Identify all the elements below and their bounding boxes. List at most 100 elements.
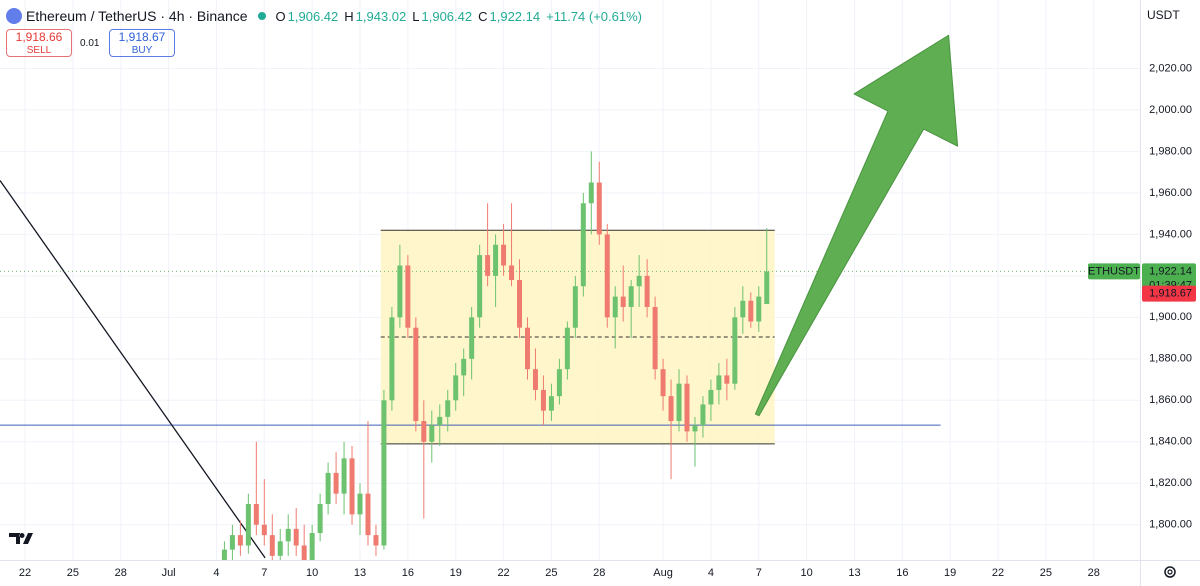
status-dot — [257, 12, 266, 20]
sell-price: 1,918.66 — [15, 30, 63, 44]
y-tick-label: 1,980.00 — [1149, 145, 1192, 157]
symbol: Ethereum / TetherUS · 4h · Binance — [26, 8, 248, 24]
x-tick-label: Aug — [653, 567, 673, 579]
candle-body — [652, 306, 658, 370]
candle-body — [724, 375, 730, 384]
x-tick-label: 10 — [801, 567, 813, 579]
ohlc-value: 1,906.42 — [421, 8, 473, 24]
ohlc-value: 1,922.14 — [489, 8, 541, 24]
coin-icon — [6, 8, 22, 24]
candle-body — [301, 545, 307, 560]
candle-body — [509, 265, 515, 280]
candle-body — [221, 549, 227, 560]
x-tick-label: 7 — [756, 567, 762, 579]
candle-body — [493, 244, 499, 276]
candle-body — [325, 472, 331, 504]
x-tick-label: 25 — [545, 567, 557, 579]
candle-body — [501, 244, 507, 266]
ohlc-key: O — [275, 8, 286, 24]
x-tick-label: 22 — [19, 567, 31, 579]
candle-body — [285, 528, 291, 542]
y-tick-label: 1,960.00 — [1149, 187, 1192, 199]
candle-body — [676, 383, 682, 422]
x-tick-label: 28 — [593, 567, 605, 579]
buy-button[interactable]: 1,918.67 BUY — [109, 29, 175, 57]
candle-body — [277, 541, 283, 556]
candle-body — [684, 383, 690, 432]
y-tick-label: 1,860.00 — [1149, 394, 1192, 406]
symbol-tag — [1088, 263, 1140, 280]
buy-label: BUY — [131, 45, 153, 56]
x-tick-label: 13 — [848, 567, 860, 579]
plot-area — [0, 34, 1140, 560]
x-tick-label: 28 — [1088, 567, 1100, 579]
settings-icon[interactable] — [1164, 566, 1176, 578]
candle-body — [405, 265, 411, 328]
candle-body — [413, 327, 419, 422]
candle-body — [469, 317, 475, 359]
x-tick-label: 16 — [896, 567, 908, 579]
candle-body — [556, 369, 562, 397]
candle-body — [269, 535, 275, 556]
header: Ethereum / TetherUS · 4h · Binance O 1,90… — [6, 6, 642, 26]
sell-button[interactable]: 1,918.66 SELL — [6, 29, 72, 57]
candle-body — [668, 396, 674, 422]
candle-body — [461, 358, 467, 376]
candle-body — [341, 458, 347, 494]
candle-body — [365, 493, 371, 536]
candle-body — [764, 271, 770, 305]
candle-body — [620, 296, 626, 307]
candle-body — [700, 404, 706, 426]
bid-price-text: 1,918.67 — [1149, 288, 1192, 300]
candle-body — [740, 300, 746, 318]
candle-body — [660, 369, 666, 397]
candle-body — [381, 400, 387, 546]
spread: 0.01 — [80, 38, 100, 49]
candle-body — [437, 416, 443, 426]
x-tick-label: 25 — [1040, 567, 1052, 579]
candle-body — [429, 425, 435, 442]
candle-body — [357, 493, 363, 515]
candle-body — [732, 317, 738, 384]
x-tick-label: 22 — [497, 567, 509, 579]
candle-body — [628, 286, 634, 307]
x-tick-label: Jul — [162, 567, 176, 579]
candle-body — [588, 182, 594, 204]
ohlc-key: C — [478, 8, 488, 24]
x-tick-label: 10 — [306, 567, 318, 579]
bid-price-tag — [1142, 285, 1196, 302]
x-tick-label: 4 — [213, 567, 219, 579]
candle-body — [692, 425, 698, 432]
candle-body — [421, 421, 427, 442]
x-tick-label: 4 — [708, 567, 714, 579]
candle-body — [708, 389, 714, 405]
y-tick-label: 1,880.00 — [1149, 353, 1192, 365]
candle-body — [237, 535, 243, 546]
candle-body — [756, 296, 762, 322]
candle-body — [644, 275, 650, 307]
trend-line — [0, 180, 266, 559]
candle-body — [229, 535, 235, 550]
candle-body — [596, 182, 602, 235]
y-tick-label: 1,940.00 — [1149, 228, 1192, 240]
candle-body — [564, 327, 570, 370]
candle-body — [349, 458, 355, 515]
x-tick-label: 25 — [67, 567, 79, 579]
candle-body — [477, 255, 483, 318]
symbol-tag-text: ETHUSDT — [1088, 265, 1140, 277]
candle-body — [548, 396, 554, 411]
candle-body — [253, 504, 259, 525]
currency-selector[interactable]: USDT — [1147, 8, 1180, 22]
candle-body — [540, 389, 546, 411]
buy-price: 1,918.67 — [118, 30, 166, 44]
candle-body — [716, 375, 722, 390]
candle-body — [517, 280, 523, 328]
x-tick-label: 7 — [261, 567, 267, 579]
candle-body — [532, 369, 538, 390]
y-tick-label: 2,020.00 — [1149, 62, 1192, 74]
candle-body — [245, 504, 251, 546]
